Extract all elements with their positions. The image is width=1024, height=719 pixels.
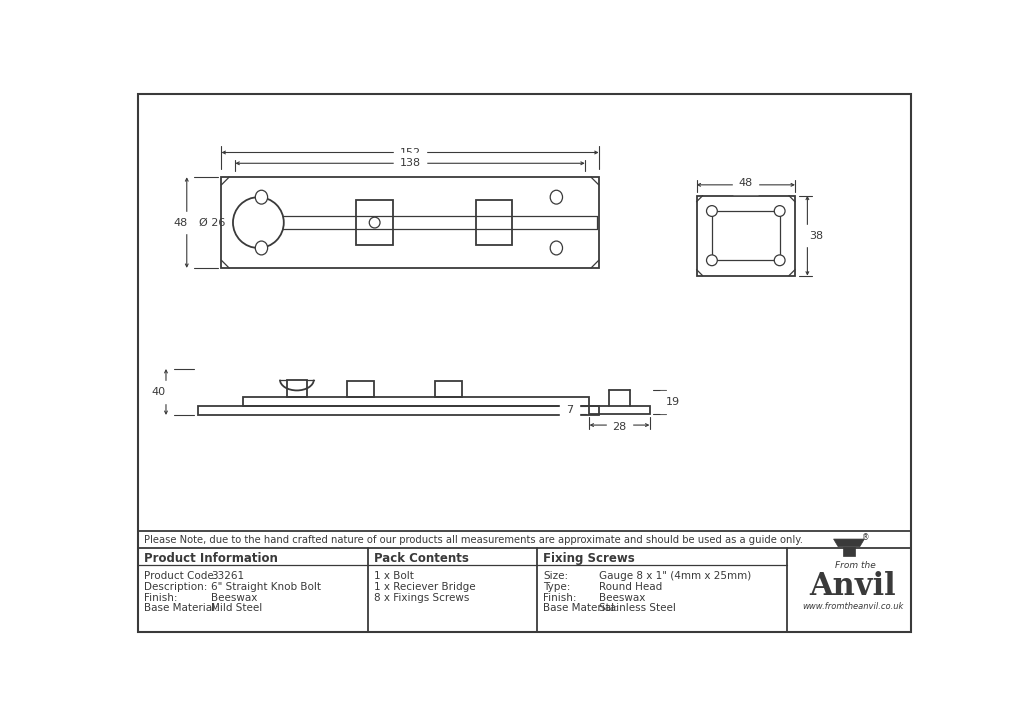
Bar (243, 397, 590, 406)
Text: 138: 138 (399, 158, 421, 168)
Bar (221, 177, 599, 268)
Text: Fixing Screws: Fixing Screws (544, 551, 635, 565)
Bar (287, 380, 307, 397)
Text: Beeswax: Beeswax (599, 592, 645, 603)
Circle shape (774, 206, 785, 216)
Text: 1 x Reciever Bridge: 1 x Reciever Bridge (374, 582, 475, 592)
Ellipse shape (550, 191, 562, 204)
Polygon shape (843, 546, 855, 556)
Text: 48: 48 (173, 218, 187, 228)
Bar (435, 381, 463, 397)
Bar (475, 200, 512, 245)
Polygon shape (834, 539, 864, 546)
Text: 40: 40 (152, 387, 165, 397)
Ellipse shape (255, 241, 267, 255)
Bar (347, 381, 374, 397)
Text: 38: 38 (810, 231, 823, 241)
Text: 8 x Fixings Screws: 8 x Fixings Screws (374, 592, 469, 603)
Bar (199, 406, 599, 415)
Text: ®: ® (862, 533, 869, 542)
Text: 1 x Bolt: 1 x Bolt (374, 571, 414, 581)
Text: Product Code:: Product Code: (144, 571, 218, 581)
Text: Base Material:: Base Material: (544, 603, 618, 613)
Circle shape (233, 197, 284, 248)
Ellipse shape (550, 241, 562, 255)
Text: From the: From the (835, 561, 876, 569)
Text: Round Head: Round Head (599, 582, 662, 592)
Text: Anvil: Anvil (810, 572, 896, 603)
Bar (712, 211, 779, 260)
Bar (590, 406, 649, 413)
Text: Gauge 8 x 1" (4mm x 25mm): Gauge 8 x 1" (4mm x 25mm) (599, 571, 751, 581)
Circle shape (707, 206, 717, 216)
Text: Finish:: Finish: (144, 592, 178, 603)
Text: Base Material:: Base Material: (144, 603, 219, 613)
Text: 33261: 33261 (211, 571, 245, 581)
Text: 48: 48 (738, 178, 753, 188)
Text: Please Note, due to the hand crafted nature of our products all measurements are: Please Note, due to the hand crafted nat… (144, 535, 804, 545)
Text: 28: 28 (612, 421, 627, 431)
Text: Stainless Steel: Stainless Steel (599, 603, 676, 613)
Circle shape (774, 255, 785, 266)
Bar (356, 200, 393, 245)
Ellipse shape (255, 191, 267, 204)
Text: 19: 19 (666, 397, 680, 407)
Text: Type:: Type: (544, 582, 570, 592)
Text: Mild Steel: Mild Steel (211, 603, 263, 613)
Text: Product Information: Product Information (144, 551, 279, 565)
Text: Ø 26: Ø 26 (199, 218, 225, 228)
Text: www.fromtheanvil.co.uk: www.fromtheanvil.co.uk (802, 602, 903, 610)
Text: Pack Contents: Pack Contents (374, 551, 469, 565)
Text: Finish:: Finish: (544, 592, 577, 603)
Text: 152: 152 (399, 147, 421, 157)
Text: Size:: Size: (544, 571, 568, 581)
Circle shape (707, 255, 717, 266)
Text: Description:: Description: (144, 582, 208, 592)
Bar (696, 196, 795, 275)
Circle shape (370, 217, 380, 228)
Text: Beeswax: Beeswax (211, 592, 258, 603)
Text: 7: 7 (566, 405, 573, 415)
Text: 6" Straight Knob Bolt: 6" Straight Knob Bolt (211, 582, 322, 592)
